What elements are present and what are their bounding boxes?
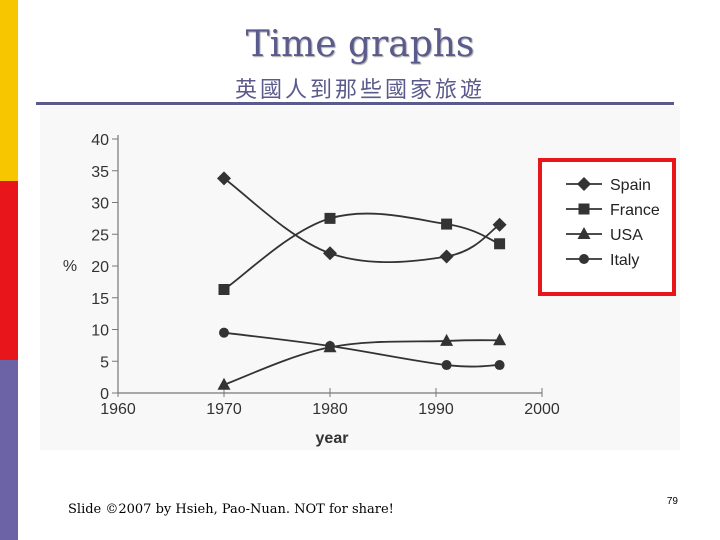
y-tick-label: 35 xyxy=(91,164,109,181)
slide-title: Time graphs xyxy=(245,24,475,65)
chart-legend: Spain France USA Italy xyxy=(538,158,676,296)
accent-bar-red xyxy=(0,181,18,360)
legend-label-italy: Italy xyxy=(610,252,639,269)
x-axis-label: year xyxy=(316,430,349,447)
data-point-usa xyxy=(493,333,507,346)
y-tick-label: 25 xyxy=(91,227,109,244)
data-point-spain xyxy=(492,217,507,232)
legend-marker-usa xyxy=(577,227,591,239)
series-line-france xyxy=(223,212,500,291)
legend-label-usa: USA xyxy=(610,227,643,244)
y-tick-label: 30 xyxy=(91,196,109,213)
slide-subtitle: 英國人到那些國家旅遊 xyxy=(234,78,485,103)
y-tick-label: 20 xyxy=(91,259,109,276)
accent-bar-yellow xyxy=(0,0,18,181)
data-point-spain xyxy=(323,246,337,261)
y-tick-label: 40 xyxy=(91,132,109,149)
data-point-france xyxy=(494,238,506,250)
data-point-france xyxy=(218,283,230,295)
data-point-italy xyxy=(494,360,505,371)
data-point-italy xyxy=(325,341,335,352)
x-tick-label: 2000 xyxy=(524,401,560,418)
data-point-italy xyxy=(441,360,452,371)
x-tick-label: 1960 xyxy=(100,401,136,418)
x-tick-label: 1970 xyxy=(206,401,242,418)
series-line-spain xyxy=(223,177,501,264)
page-number: 79 xyxy=(666,496,678,507)
title-rule xyxy=(36,102,674,105)
data-point-france xyxy=(324,212,336,224)
x-tick-label: 1990 xyxy=(418,401,454,418)
x-tick-label: 1980 xyxy=(312,401,348,418)
series-line-italy xyxy=(223,331,500,368)
y-tick-label: 0 xyxy=(100,386,109,403)
legend-marker-italy xyxy=(579,254,589,264)
data-point-france xyxy=(441,218,453,230)
data-point-italy xyxy=(219,327,229,338)
chart-series xyxy=(217,171,507,390)
data-point-usa xyxy=(440,333,454,346)
slide-footer: Slide ©2007 by Hsieh, Pao-Nuan. NOT for … xyxy=(68,502,394,517)
chart-axes: 0 5 10 15 20 25 30 35 40 1960 1970 1980 1990 2000% yea… xyxy=(63,132,560,447)
data-point-spain xyxy=(439,249,454,264)
y-tick-label: 5 xyxy=(100,354,109,371)
legend-box xyxy=(538,158,676,296)
legend-label-france: France xyxy=(610,202,660,219)
accent-bar-purple xyxy=(0,360,18,540)
y-tick-label: 15 xyxy=(91,291,109,308)
legend-label-spain: Spain xyxy=(610,177,651,194)
data-point-spain xyxy=(217,171,231,186)
series-line-usa xyxy=(223,339,500,386)
y-tick-label: 10 xyxy=(91,323,109,340)
y-axis-label: % xyxy=(63,258,77,275)
data-point-usa xyxy=(217,377,231,390)
legend-marker-spain xyxy=(577,177,591,191)
legend-marker-france xyxy=(578,203,590,215)
